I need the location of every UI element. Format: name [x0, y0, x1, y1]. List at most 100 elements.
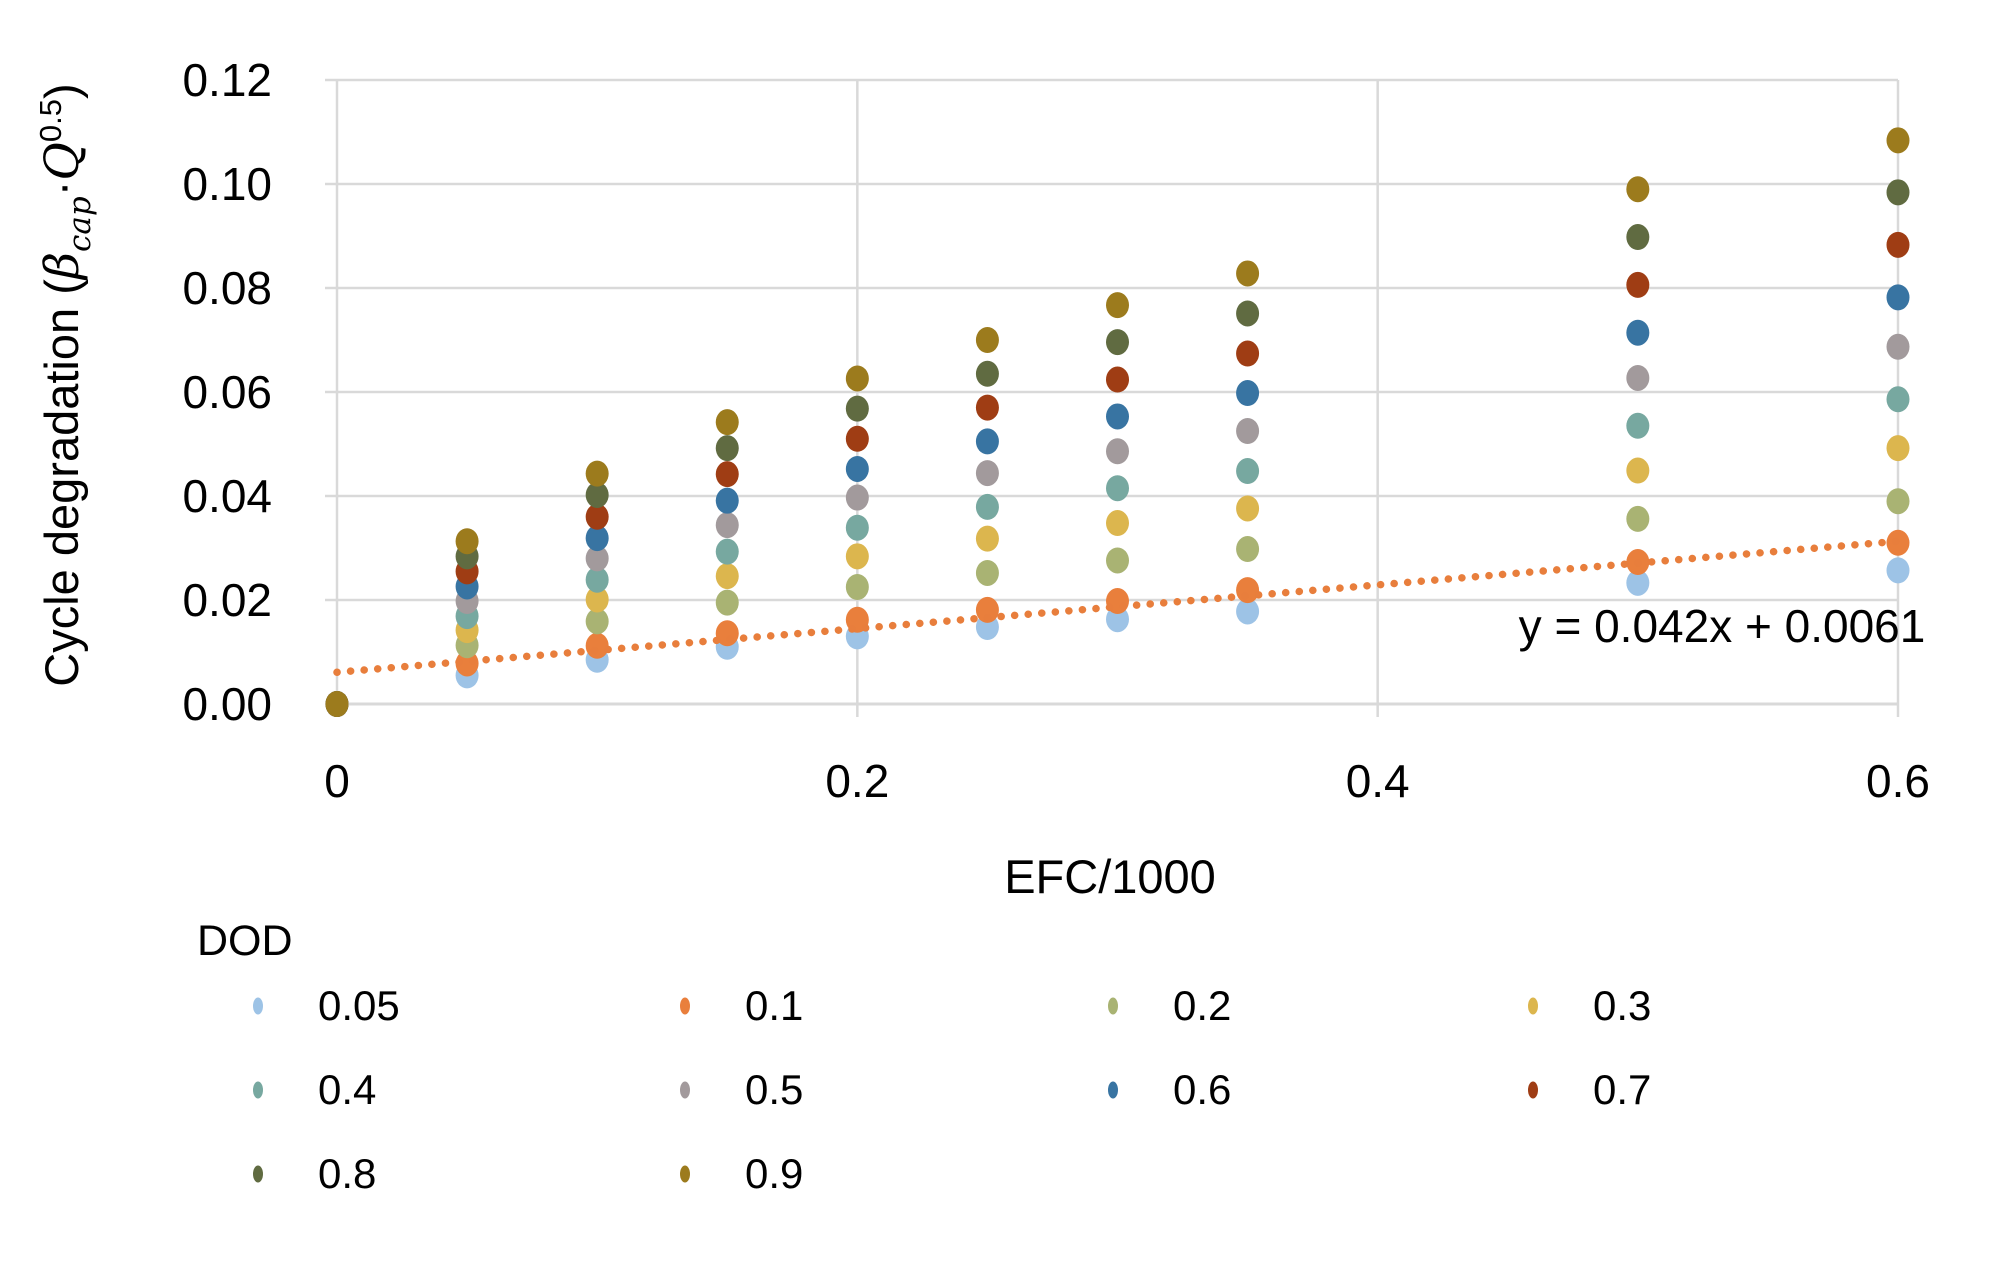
data-point	[1236, 598, 1260, 625]
legend-item: 0.6	[1108, 1066, 1231, 1113]
legend-marker	[253, 1081, 263, 1099]
y-tick-label: 0.10	[182, 158, 272, 210]
data-point	[975, 525, 999, 552]
data-point	[1626, 457, 1650, 484]
data-point	[715, 538, 739, 565]
data-point	[585, 566, 609, 593]
data-point	[975, 596, 999, 623]
legend-item: 0.05	[253, 982, 400, 1029]
legend-label: 0.6	[1173, 1066, 1231, 1113]
legend-label: 0.5	[745, 1066, 803, 1113]
legend-label: 0.8	[318, 1150, 376, 1197]
axis-text: EFC/1000 y = 0.042x + 0.0061 Cycle degra…	[33, 83, 1925, 903]
x-axis-title: EFC/1000	[1004, 850, 1216, 903]
legend-item: 0.8	[253, 1150, 376, 1197]
data-point	[455, 650, 479, 677]
x-tick-label: 0.6	[1866, 755, 1930, 807]
legend-marker	[253, 997, 263, 1015]
data-point	[715, 487, 739, 514]
data-point	[1626, 569, 1650, 596]
data-point	[975, 360, 999, 387]
data-point	[1236, 260, 1260, 287]
data-point	[1626, 412, 1650, 439]
legend-label: 0.3	[1593, 982, 1651, 1029]
data-point	[845, 574, 869, 600]
legend-label: 0.2	[1173, 982, 1231, 1029]
data-point	[585, 608, 609, 635]
data-point	[1236, 458, 1260, 485]
data-point	[1106, 329, 1129, 356]
data-point	[455, 528, 479, 555]
series-0.5	[325, 333, 1910, 717]
data-point	[845, 395, 869, 422]
data-point	[1106, 606, 1129, 633]
data-point	[585, 586, 609, 613]
data-point	[1236, 536, 1260, 563]
data-point	[1236, 300, 1260, 327]
data-point	[715, 461, 739, 488]
legend-marker	[253, 1165, 263, 1183]
y-tick-label: 0.12	[182, 54, 272, 106]
data-point	[1106, 366, 1129, 393]
y-tick-label: 0.06	[182, 366, 272, 418]
data-point	[715, 409, 739, 436]
data-point	[1236, 495, 1260, 522]
data-point	[1886, 435, 1910, 462]
x-tick-label: 0	[324, 755, 350, 807]
data-point	[1886, 488, 1910, 515]
series-0.9	[325, 127, 1910, 717]
legend-marker	[1528, 997, 1538, 1015]
data-point	[975, 559, 999, 586]
y-tick-label: 0.02	[182, 574, 272, 626]
legend-item: 0.1	[680, 982, 803, 1029]
data-point	[1886, 179, 1910, 206]
data-point	[975, 493, 999, 520]
data-point	[585, 632, 609, 659]
data-point	[1626, 271, 1650, 298]
data-point	[1626, 364, 1650, 391]
legend-label: 0.9	[745, 1150, 803, 1197]
legend-label: 0.05	[318, 982, 400, 1029]
x-tick-label: 0.2	[825, 755, 889, 807]
data-point	[1106, 292, 1129, 319]
data-point	[975, 327, 999, 353]
y-tick-label: 0.08	[182, 262, 272, 314]
data-point	[1236, 577, 1260, 604]
trendline-equation: y = 0.042x + 0.0061	[1519, 600, 1926, 652]
data-point	[585, 503, 609, 530]
data-point	[845, 365, 869, 392]
data-point	[845, 543, 869, 570]
data-point	[585, 460, 609, 487]
data-point	[1106, 438, 1129, 465]
data-point	[975, 460, 999, 487]
data-point	[1886, 557, 1910, 584]
data-point	[715, 589, 739, 616]
y-axis-title: Cycle degradation (βcap·Q0.5)	[33, 83, 98, 686]
legend-label: 0.4	[318, 1066, 376, 1113]
data-point	[585, 481, 609, 508]
data-point	[1106, 547, 1129, 574]
data-point	[1236, 418, 1260, 444]
data-point	[585, 525, 609, 552]
data-points	[325, 127, 1910, 717]
y-tick-label: 0.04	[182, 470, 272, 522]
legend-title: DOD	[197, 917, 293, 965]
x-tick-label: 0.4	[1346, 755, 1410, 807]
data-point	[1106, 403, 1129, 430]
data-point	[1626, 176, 1650, 203]
data-point	[1626, 319, 1650, 346]
legend-item: 0.5	[680, 1066, 803, 1113]
data-point	[1886, 127, 1910, 154]
legend: DOD 0.05 0.1 0.2 0.3 0.4 0.5 0.6 0.7 0.8 0.9	[197, 917, 1651, 1197]
legend-marker	[1528, 1081, 1538, 1099]
data-point	[1106, 510, 1129, 537]
data-point	[1236, 340, 1260, 367]
legend-marker	[1108, 997, 1118, 1015]
legend-marker	[680, 1165, 690, 1183]
data-point	[975, 428, 999, 455]
legend-item: 0.2	[1108, 982, 1231, 1029]
data-point	[1886, 386, 1910, 413]
data-point	[1886, 284, 1910, 311]
tick-labels: 0.00 0.02 0.04 0.06 0.08 0.10 0.12 0 0.2 0.4 0.6	[182, 54, 1930, 807]
